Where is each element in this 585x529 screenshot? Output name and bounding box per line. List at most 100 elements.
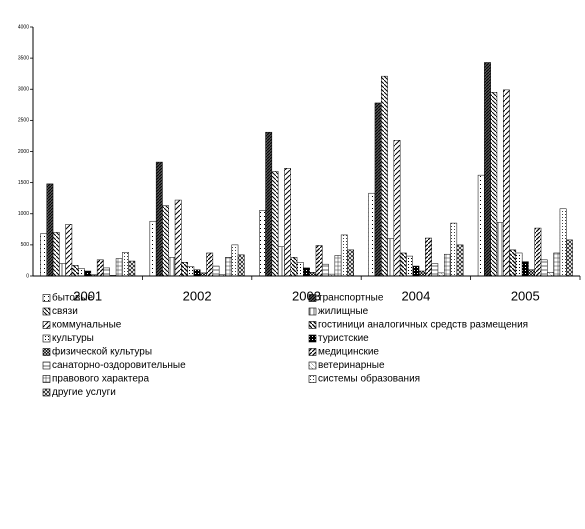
bar bbox=[65, 224, 73, 277]
y-tick-label: 0 bbox=[26, 273, 29, 279]
bar bbox=[444, 253, 451, 277]
y-tick-label: 4000 bbox=[18, 24, 29, 30]
legend-swatch bbox=[42, 388, 51, 397]
bar bbox=[425, 237, 432, 277]
legend-swatch bbox=[308, 334, 317, 343]
bar bbox=[52, 232, 60, 277]
x-tick-label: 2002 bbox=[183, 288, 212, 303]
bar bbox=[174, 199, 182, 277]
bar bbox=[521, 261, 529, 277]
legend-label: медицинские bbox=[318, 347, 379, 358]
legend-label: санаторно-оздоровительные bbox=[52, 360, 186, 371]
x-tick-label: 2004 bbox=[401, 288, 430, 303]
bar bbox=[368, 192, 376, 277]
legend-label: жилищные bbox=[318, 306, 369, 317]
legend-swatch bbox=[42, 321, 51, 329]
bar bbox=[277, 246, 285, 277]
y-tick-label: 3500 bbox=[18, 55, 29, 61]
bar bbox=[71, 265, 79, 277]
legend-swatch bbox=[42, 375, 51, 383]
bar bbox=[399, 252, 407, 277]
bar bbox=[128, 260, 136, 277]
legend-label: туристские bbox=[318, 333, 369, 344]
bar bbox=[212, 265, 220, 277]
bar bbox=[193, 269, 201, 277]
x-tick-label: 2001 bbox=[73, 288, 102, 303]
bar bbox=[431, 263, 439, 277]
bar bbox=[566, 239, 573, 277]
bar bbox=[103, 267, 110, 277]
bar bbox=[456, 244, 464, 277]
bar bbox=[393, 140, 401, 277]
bar bbox=[265, 131, 273, 277]
bar bbox=[503, 89, 510, 277]
bar bbox=[206, 252, 214, 277]
bar bbox=[149, 220, 157, 277]
bar bbox=[181, 262, 188, 277]
x-tick-label: 2005 bbox=[511, 288, 540, 303]
bar bbox=[187, 266, 195, 277]
legend-label: коммунальные bbox=[52, 320, 122, 331]
bar bbox=[303, 267, 310, 277]
legend-label: культуры bbox=[52, 333, 94, 344]
legend-swatch bbox=[42, 294, 51, 302]
legend-swatch bbox=[308, 321, 317, 329]
bar bbox=[496, 222, 504, 277]
x-tick-label: 2003 bbox=[292, 288, 321, 303]
bar bbox=[40, 233, 48, 277]
bar bbox=[509, 249, 517, 277]
bar bbox=[237, 254, 245, 277]
bar bbox=[347, 249, 355, 277]
bar bbox=[387, 238, 395, 277]
legend-swatch bbox=[308, 348, 317, 356]
legend-label: ветеринарные bbox=[318, 360, 385, 371]
bar bbox=[322, 263, 329, 277]
bar bbox=[381, 75, 388, 277]
bar bbox=[553, 252, 561, 277]
bar bbox=[259, 210, 266, 277]
y-tick-label: 1000 bbox=[18, 211, 29, 217]
bar bbox=[340, 234, 348, 277]
legend-swatch bbox=[42, 307, 51, 316]
legend-label: физической культуры bbox=[52, 346, 152, 358]
bar bbox=[540, 259, 548, 277]
legend-swatch bbox=[42, 334, 51, 343]
y-tick-label: 3000 bbox=[18, 87, 29, 93]
bar bbox=[155, 161, 163, 277]
y-tick-label: 1500 bbox=[18, 180, 29, 186]
legend-label: системы образования bbox=[318, 373, 420, 385]
bar bbox=[374, 102, 382, 277]
legend-swatch bbox=[308, 375, 317, 383]
bar bbox=[490, 92, 498, 277]
legend-label: гостиници аналогичных средств размещения bbox=[318, 320, 528, 331]
bar bbox=[309, 272, 317, 277]
bar bbox=[225, 257, 232, 277]
bar bbox=[534, 227, 542, 277]
bar bbox=[231, 244, 239, 277]
bar bbox=[168, 257, 176, 277]
bar bbox=[290, 257, 298, 277]
bar bbox=[122, 252, 129, 277]
bar bbox=[162, 205, 169, 277]
bar bbox=[528, 269, 536, 277]
bar bbox=[115, 258, 123, 277]
legend-label: правового характера bbox=[52, 374, 149, 385]
bar bbox=[406, 255, 414, 277]
bar bbox=[46, 183, 54, 277]
legend-label: другие услуги bbox=[52, 387, 116, 398]
bar bbox=[450, 222, 458, 277]
bar bbox=[559, 208, 567, 277]
legend-swatch bbox=[308, 307, 317, 316]
bar bbox=[296, 262, 304, 277]
bar bbox=[96, 259, 104, 277]
bar bbox=[84, 270, 92, 277]
bar bbox=[334, 255, 342, 277]
bar bbox=[477, 174, 485, 277]
bar bbox=[412, 265, 420, 277]
legend-swatch bbox=[42, 348, 51, 356]
bar bbox=[547, 272, 554, 277]
bar bbox=[78, 268, 85, 277]
legend-label: связи bbox=[52, 306, 78, 317]
bar bbox=[484, 62, 491, 277]
